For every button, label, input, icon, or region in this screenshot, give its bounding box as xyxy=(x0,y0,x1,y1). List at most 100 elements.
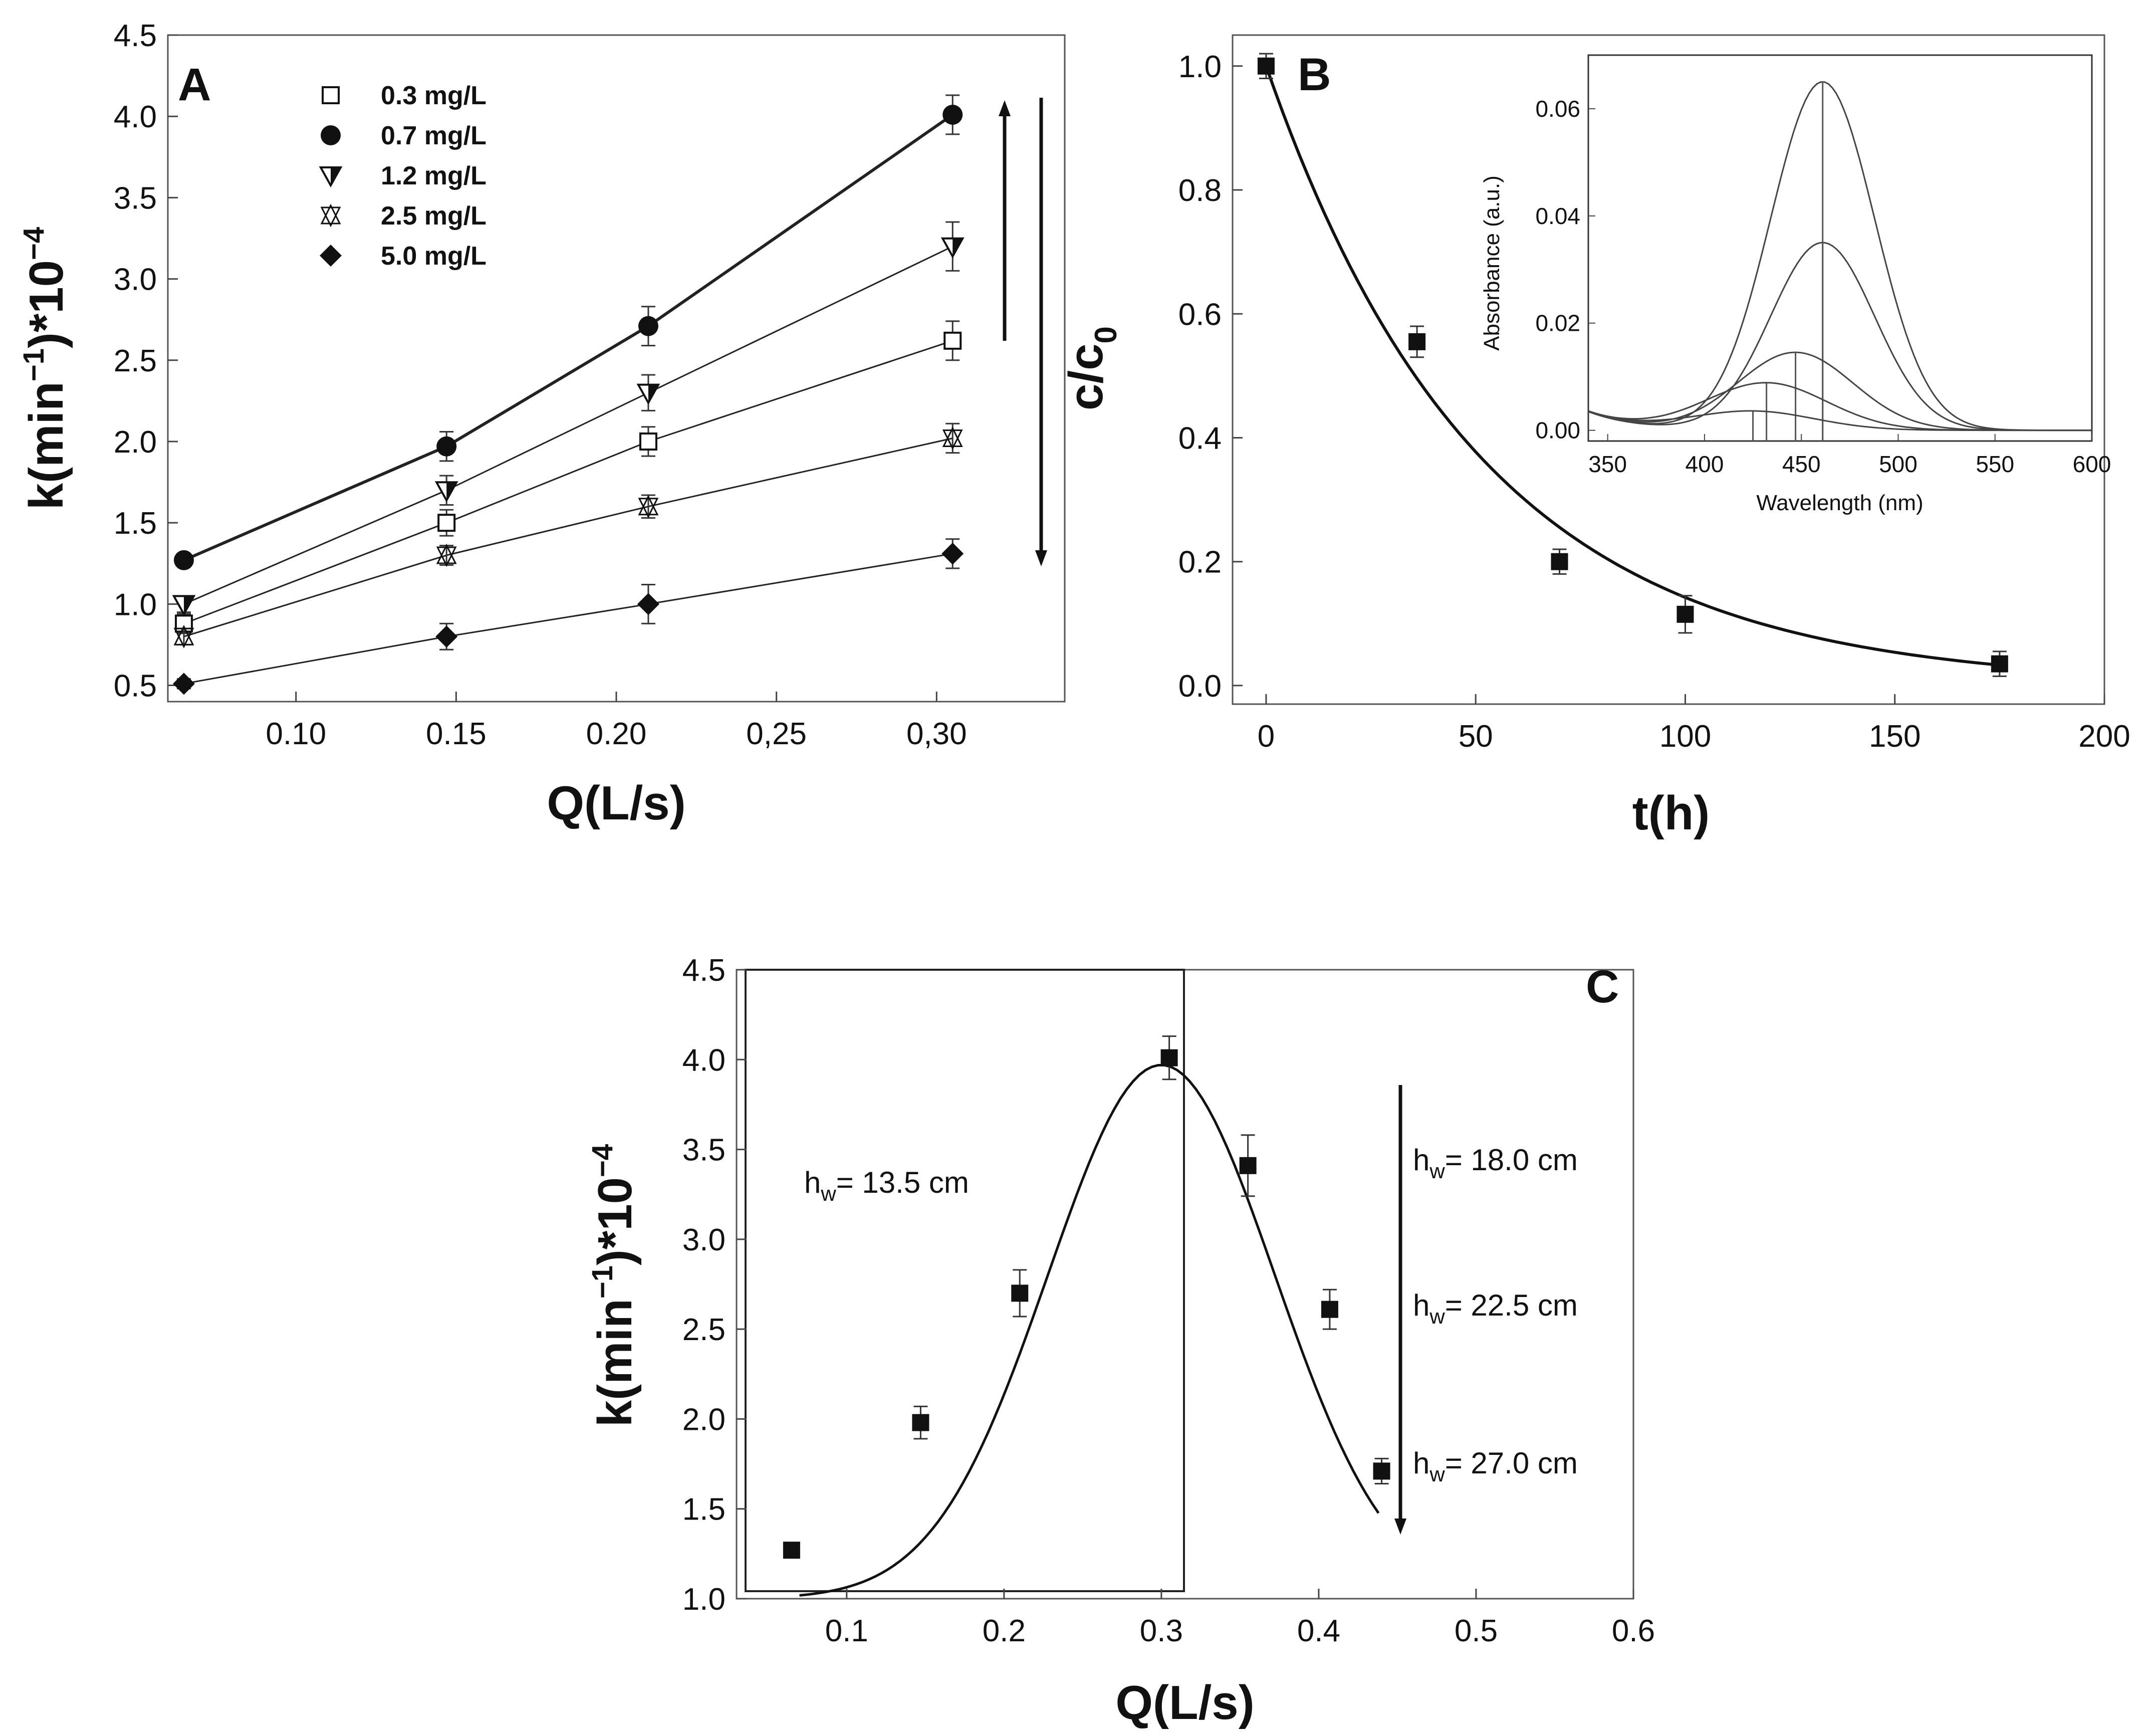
panel-c-y-tick-label-2-0: 2.0 xyxy=(682,1402,726,1437)
panel-a-series-1-2-mg-l-marker-fill xyxy=(183,596,194,614)
panel-a-series-0-7-mg-l-marker xyxy=(173,550,194,570)
panel-a-series-2-5-mg-l-marker-up xyxy=(436,543,457,564)
panel-a-series-2-5-mg-l-marker-up xyxy=(173,624,194,645)
panel-b-x-tick-label-0: 0 xyxy=(1258,719,1275,754)
panel-a-series-1-2-mg-l-line xyxy=(183,246,953,605)
panel-a-y-tick-label-1-0: 1.0 xyxy=(114,587,157,622)
panel-a-series-1-2-mg-l-legend-label: 1.2 mg/L xyxy=(381,161,487,190)
panel-a-x-axis-title: Q(L/s) xyxy=(547,776,685,830)
panel-a-series-5-0-mg-l-marker xyxy=(941,542,964,565)
panel-c-y-tick-label-1-5: 1.5 xyxy=(682,1492,726,1527)
panel-a-series-1-2-mg-l-marker xyxy=(434,481,458,503)
inset-x-tick-label-500: 500 xyxy=(1879,451,1918,477)
panel-a-series-0-7-mg-l-marker xyxy=(942,104,963,125)
panel-b-x-tick-label-100: 100 xyxy=(1659,719,1711,754)
panel-a-series-0-3-mg-l-line xyxy=(183,340,953,624)
panel-a-series-2-5-mg-l-legend-label: 2.5 mg/L xyxy=(381,201,487,231)
panel-c-y-tick-label-3-5: 3.5 xyxy=(682,1133,726,1168)
inset-x-tick-label-450: 450 xyxy=(1782,451,1821,477)
panel-c-x-axis-title: Q(L/s) xyxy=(1115,1676,1254,1729)
panel-a-series-2-5-mg-l-marker-up xyxy=(638,495,659,516)
inset-y-axis-title: Absorbance (a.u.) xyxy=(1480,175,1504,351)
panel-c-data-point xyxy=(1011,1284,1029,1302)
panel-a-x-tick-label-0-30: 0,30 xyxy=(906,717,967,751)
panel-a-y-tick-label-2-5: 2.5 xyxy=(114,344,157,378)
panel-a-series-0-3-mg-l-marker xyxy=(639,432,657,451)
panel-a-y-tick-label-2-0: 2.0 xyxy=(114,425,157,460)
panel-c-annotation-hw-18-0: hw= 18.0 cm xyxy=(1413,1143,1578,1183)
inset-y-tick-label-0-04: 0.04 xyxy=(1535,203,1580,229)
inset-x-tick-label-550: 550 xyxy=(1976,451,2014,477)
panel-a-series-2-5-mg-l-legend-marker-up xyxy=(320,203,341,225)
inset-spectrum-5 xyxy=(1588,410,2092,431)
inset-x-tick-label-400: 400 xyxy=(1686,451,1724,477)
panel-c-annotation-hw-13-5: hw= 13.5 cm xyxy=(804,1166,969,1205)
panel-b: 0 50 100 150 200 0.0 0.2 0.4 0.6 0.8 1.0 B t(h) c/… xyxy=(1059,34,2130,840)
panel-a-y-tick-label-1-5: 1.5 xyxy=(114,506,157,541)
panel-b-y-axis-title: c/c0 xyxy=(1059,326,1123,410)
panel-b-data-point xyxy=(1676,605,1694,623)
panel-a-series-2-5-mg-l-legend-marker-down xyxy=(320,206,341,228)
panel-a-series-0-3-mg-l-marker xyxy=(943,331,962,350)
inset-y-tick-label-0-02: 0.02 xyxy=(1535,310,1580,336)
panel-c-data-point xyxy=(1373,1462,1390,1480)
panel-b-data-point xyxy=(1991,655,2008,673)
inset-plot-frame xyxy=(1587,54,2093,442)
panel-a-y-tick-label-4-5: 4.5 xyxy=(114,19,157,53)
panel-c-x-tick-label-0-3: 0.3 xyxy=(1140,1614,1183,1648)
panel-c-y-tick-label-3-0: 3.0 xyxy=(682,1223,726,1257)
panel-a-series-5-0-mg-l-marker xyxy=(172,673,195,695)
panel-c-annotation-hw-22-5: hw= 22.5 cm xyxy=(1413,1288,1578,1328)
panel-b-data-point xyxy=(1257,57,1275,75)
panel-c: 0.1 0.2 0.3 0.4 0.5 0.6 1.0 1.5 2.0 2.5 3.0 3.5 4.0 4… xyxy=(586,953,1655,1729)
panel-a-series-1-2-mg-l-marker xyxy=(940,237,965,259)
inset-x-tick-label-600: 600 xyxy=(2073,451,2111,477)
panel-c-annotation-hw-27-0: hw= 27.0 cm xyxy=(1413,1446,1578,1486)
panel-a-series-2-5-mg-l-marker xyxy=(173,624,194,648)
panel-b-x-tick-label-200: 200 xyxy=(2078,719,2130,754)
panel-b-inset: 350 400 450 500 550 600 0.00 0.02 0.04 0.06 Wavel… xyxy=(1480,54,2111,515)
panel-a-series-0-7-mg-l-marker xyxy=(638,316,658,336)
panel-c-y-tick-label-4-5: 4.5 xyxy=(682,953,726,988)
panel-a-series-2-5-mg-l-marker-down xyxy=(436,546,457,567)
panel-c-data-point xyxy=(1321,1301,1338,1318)
panel-a-series-5-0-mg-l-legend-marker xyxy=(320,245,342,267)
panel-b-plot-frame xyxy=(1232,34,2105,705)
panel-a-series-1-2-mg-l-legend-marker xyxy=(319,166,343,188)
inset-x-tick-label-350: 350 xyxy=(1588,451,1627,477)
panel-c-y-tick-label-2-5: 2.5 xyxy=(682,1313,726,1347)
panel-c-x-tick-label-0-2: 0.2 xyxy=(983,1614,1026,1648)
panel-c-x-tick-label-0-5: 0.5 xyxy=(1455,1614,1498,1648)
panel-b-x-tick-label-50: 50 xyxy=(1459,719,1493,754)
panel-a-x-tick-label-0-25: 0,25 xyxy=(746,717,807,751)
panel-c-y-axis-title: k(min−1)*10−4 xyxy=(586,1144,642,1427)
panel-a-series-2-5-mg-l-marker xyxy=(436,543,457,567)
panel-a-y-axis-title: k(min−1)*10−4 xyxy=(18,227,73,510)
panel-b-y-tick-label-1-0: 1.0 xyxy=(1178,50,1222,84)
panel-a-series-0-3-mg-l-marker xyxy=(437,514,456,532)
panel-a-series-5-0-mg-l-line xyxy=(183,553,953,685)
panel-b-data-point xyxy=(1551,553,1568,570)
panel-b-y-tick-label-0-6: 0.6 xyxy=(1178,297,1222,332)
panel-c-y-tick-label-1-0: 1.0 xyxy=(682,1582,726,1617)
panel-a-series-2-5-mg-l-marker-up xyxy=(942,426,963,447)
panel-a-series-2-5-mg-l-marker xyxy=(638,495,659,519)
panel-a-series-1-2-mg-l-legend-marker-fill xyxy=(331,167,341,185)
inset-x-axis-title: Wavelength (nm) xyxy=(1756,491,1923,515)
panel-a-x-tick-label-0-20: 0.20 xyxy=(586,717,647,751)
panel-a-series-5-0-mg-l-marker xyxy=(637,593,659,615)
panel-a-y-tick-label-4-0: 4.0 xyxy=(114,100,157,134)
panel-c-fit-curve xyxy=(799,1064,1380,1597)
panel-a-series-0-7-mg-l-line xyxy=(183,113,953,562)
panel-a-series-1-2-mg-l-marker-fill xyxy=(648,384,658,403)
panel-c-x-tick-label-0-6: 0.6 xyxy=(1612,1614,1655,1648)
panel-a-series-0-3-mg-l-legend-marker xyxy=(322,86,340,104)
panel-a-series-2-5-mg-l-line xyxy=(183,438,953,637)
panel-c-x-tick-label-0-1: 0.1 xyxy=(825,1614,868,1648)
panel-a-series-2-5-mg-l-marker-down xyxy=(638,498,659,519)
panel-a-series-0-7-mg-l-legend-label: 0.7 mg/L xyxy=(381,121,487,150)
panel-a-x-tick-label-0-15: 0.15 xyxy=(426,717,487,751)
inset-y-tick-label-0-00: 0.00 xyxy=(1535,417,1580,444)
panel-a-arrow-up xyxy=(999,100,1011,341)
panel-a-series-0-7-mg-l-marker xyxy=(436,436,457,457)
